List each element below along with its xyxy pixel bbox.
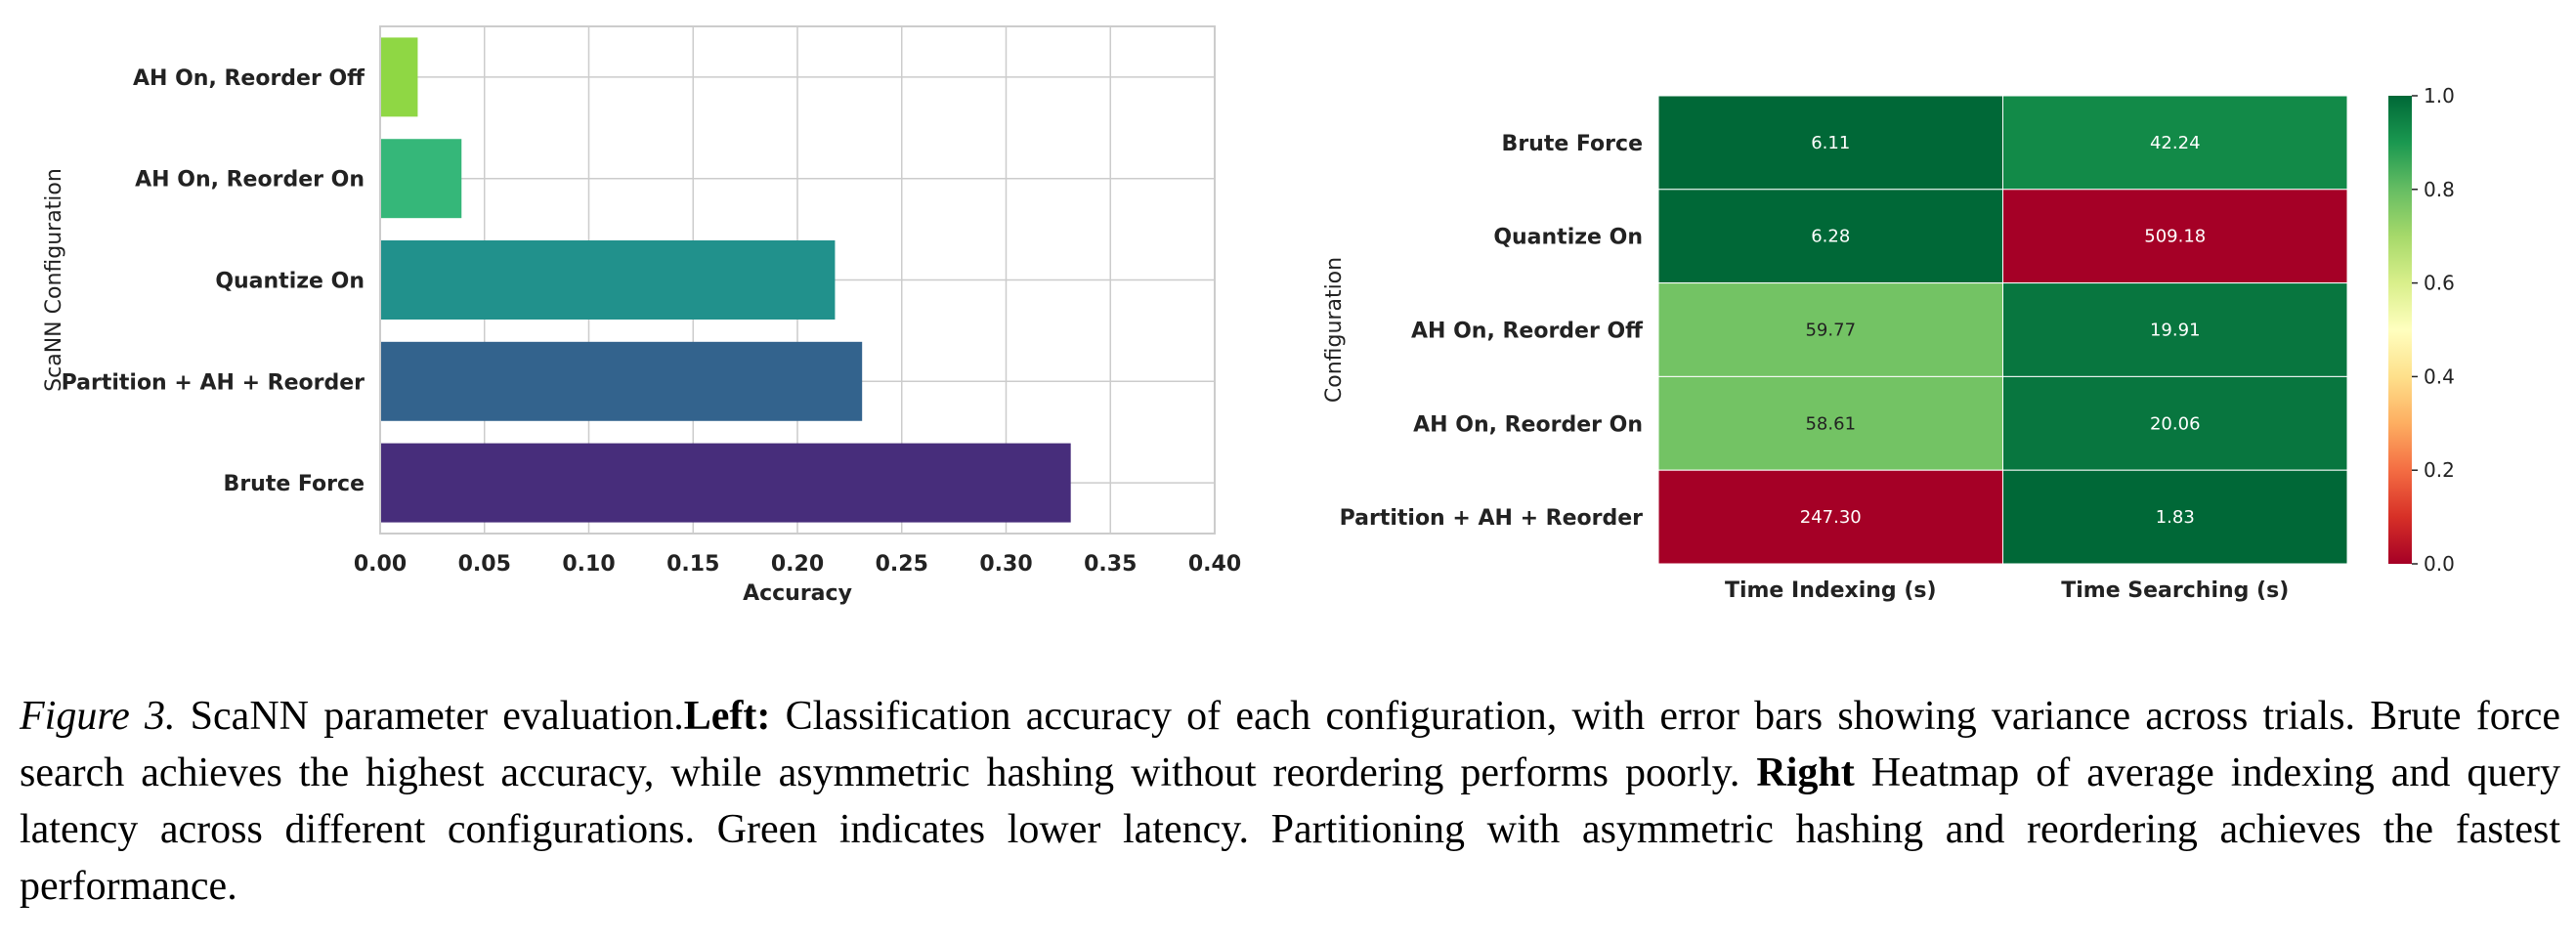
cell-value: 1.83 bbox=[2156, 507, 2195, 528]
caption-right-text: Heatmap of average indexing and query la… bbox=[20, 750, 2560, 909]
column-label: Time Searching (s) bbox=[2061, 578, 2289, 603]
caption-left-text: Classification accuracy of each configur… bbox=[20, 694, 2560, 795]
x-tick-label: 0.15 bbox=[666, 552, 719, 577]
heatmap-chart: 6.11 42.24 Brute Force 6.28 509.18 Quantize O… bbox=[1322, 84, 2455, 603]
cell-value: 20.06 bbox=[2150, 413, 2201, 434]
colorbar bbox=[2388, 96, 2412, 564]
y-tick-label: Quantize On bbox=[215, 270, 365, 294]
bar-4 bbox=[380, 37, 418, 117]
heatmap-cell bbox=[1657, 375, 2003, 471]
x-tick-label: 0.25 bbox=[876, 552, 928, 577]
row-label: Partition + AH + Reorder bbox=[1340, 506, 1644, 531]
y-tick-label: AH On, Reorder Off bbox=[133, 66, 365, 91]
x-axis-label: Accuracy bbox=[743, 581, 852, 606]
cell-value: 6.28 bbox=[1811, 227, 1850, 247]
heatmap-cell bbox=[2002, 375, 2348, 471]
x-tick-label: 0.10 bbox=[562, 552, 615, 577]
x-tick-label: 0.35 bbox=[1084, 552, 1137, 577]
caption-intro: ScaNN parameter evaluation. bbox=[175, 694, 684, 739]
y-tick-label: AH On, Reorder On bbox=[135, 168, 365, 193]
cell-value: 19.91 bbox=[2150, 321, 2201, 341]
heatmap-cell bbox=[2002, 282, 2348, 377]
x-tick-label: 0.05 bbox=[458, 552, 511, 577]
colorbar-tick-label: 0.4 bbox=[2424, 364, 2455, 388]
x-tick-label: 0.40 bbox=[1188, 552, 1241, 577]
cell-value: 247.30 bbox=[1800, 507, 1862, 528]
colorbar-tick-label: 0.8 bbox=[2424, 178, 2455, 201]
colorbar-tick-label: 0.6 bbox=[2424, 272, 2455, 295]
heatmap-cell bbox=[2002, 189, 2348, 284]
x-tick-label: 0.00 bbox=[354, 552, 407, 577]
row-label: Quantize On bbox=[1493, 226, 1643, 250]
bar-1 bbox=[380, 341, 863, 421]
colorbar-tick-label: 1.0 bbox=[2424, 84, 2455, 107]
caption-left-label: Left: bbox=[683, 694, 771, 739]
row-label: Brute Force bbox=[1502, 132, 1643, 156]
bar-2 bbox=[380, 240, 836, 320]
heatmap-cell bbox=[2002, 469, 2348, 565]
plot-frame bbox=[379, 25, 1216, 535]
figure-caption: Figure 3. ScaNN parameter evaluation.Lef… bbox=[20, 688, 2560, 915]
x-tick-label: 0.20 bbox=[771, 552, 824, 577]
colorbar-tick-label: 0.2 bbox=[2424, 458, 2455, 482]
cell-value: 58.61 bbox=[1805, 413, 1856, 434]
caption-figure-label: Figure 3. bbox=[20, 694, 176, 739]
cell-value: 509.18 bbox=[2144, 227, 2206, 247]
row-label: AH On, Reorder Off bbox=[1411, 320, 1644, 344]
cell-value: 42.24 bbox=[2150, 133, 2201, 153]
x-tick-label: 0.30 bbox=[979, 552, 1032, 577]
colorbar-tick-label: 0.0 bbox=[2424, 552, 2455, 576]
row-label: AH On, Reorder On bbox=[1413, 412, 1643, 437]
bar-0 bbox=[380, 443, 1071, 523]
heatmap-cell bbox=[1657, 282, 2003, 377]
cell-value: 6.11 bbox=[1811, 133, 1850, 153]
column-label: Time Indexing (s) bbox=[1725, 578, 1937, 603]
heatmap-cell bbox=[1657, 469, 2003, 565]
y-axis-label: ScaNN Configuration bbox=[42, 168, 66, 392]
y-tick-label: Brute Force bbox=[224, 472, 365, 496]
bar-chart: 0.00 0.05 0.10 0.15 0.20 0.25 0.30 0.35 0.40 Brut… bbox=[42, 25, 1241, 606]
y-axis-label: Configuration bbox=[1322, 257, 1347, 403]
bar-3 bbox=[380, 139, 462, 219]
caption-right-label: Right bbox=[1756, 750, 1855, 795]
heatmap-cell bbox=[2002, 95, 2348, 191]
y-tick-label: Partition + AH + Reorder bbox=[62, 370, 365, 395]
figure-charts: 0.00 0.05 0.10 0.15 0.20 0.25 0.30 0.35 0.40 Brut… bbox=[42, 25, 2455, 606]
cell-value: 59.77 bbox=[1805, 321, 1856, 341]
